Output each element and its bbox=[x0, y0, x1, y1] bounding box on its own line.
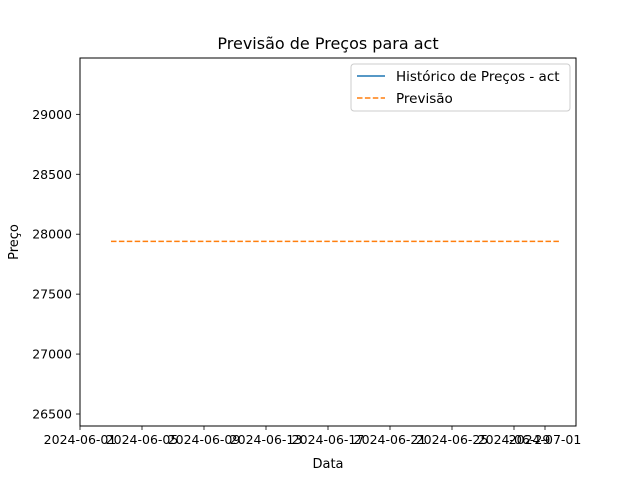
y-tick-label: 28500 bbox=[32, 167, 72, 182]
legend-label-historico: Histórico de Preços - act bbox=[396, 69, 560, 85]
y-tick-label: 26500 bbox=[32, 407, 72, 422]
x-tick-label: 2024-06-09 bbox=[168, 432, 241, 447]
chart-title: Previsão de Preços para act bbox=[217, 34, 438, 53]
legend: Histórico de Preços - act Previsão bbox=[350, 63, 571, 112]
y-axis-title: Preço bbox=[7, 224, 22, 260]
x-tick-label: 2024-06-25 bbox=[416, 432, 489, 447]
y-tick-label: 28000 bbox=[32, 227, 72, 242]
x-axis: 2024-06-012024-06-052024-06-092024-06-13… bbox=[44, 426, 582, 447]
legend-box bbox=[350, 63, 571, 112]
x-tick-label: 2024-06-05 bbox=[106, 432, 179, 447]
x-tick-label: 2024-07-01 bbox=[509, 432, 582, 447]
y-axis: 26500 27000 27500 28000 28500 29000 bbox=[32, 107, 80, 422]
y-tick-label: 29000 bbox=[32, 107, 72, 122]
x-axis-title: Data bbox=[312, 457, 343, 472]
x-tick-label: 2024-06-13 bbox=[230, 432, 303, 447]
x-tick-label: 2024-06-21 bbox=[354, 432, 427, 447]
y-tick-label: 27500 bbox=[32, 287, 72, 302]
y-tick-label: 27000 bbox=[32, 347, 72, 362]
legend-label-previsao: Previsão bbox=[396, 91, 453, 107]
x-tick-label: 2024-06-17 bbox=[292, 432, 365, 447]
x-tick-label: 2024-06-01 bbox=[44, 432, 117, 447]
x-tick-label: 2024-06-29 bbox=[478, 432, 551, 447]
